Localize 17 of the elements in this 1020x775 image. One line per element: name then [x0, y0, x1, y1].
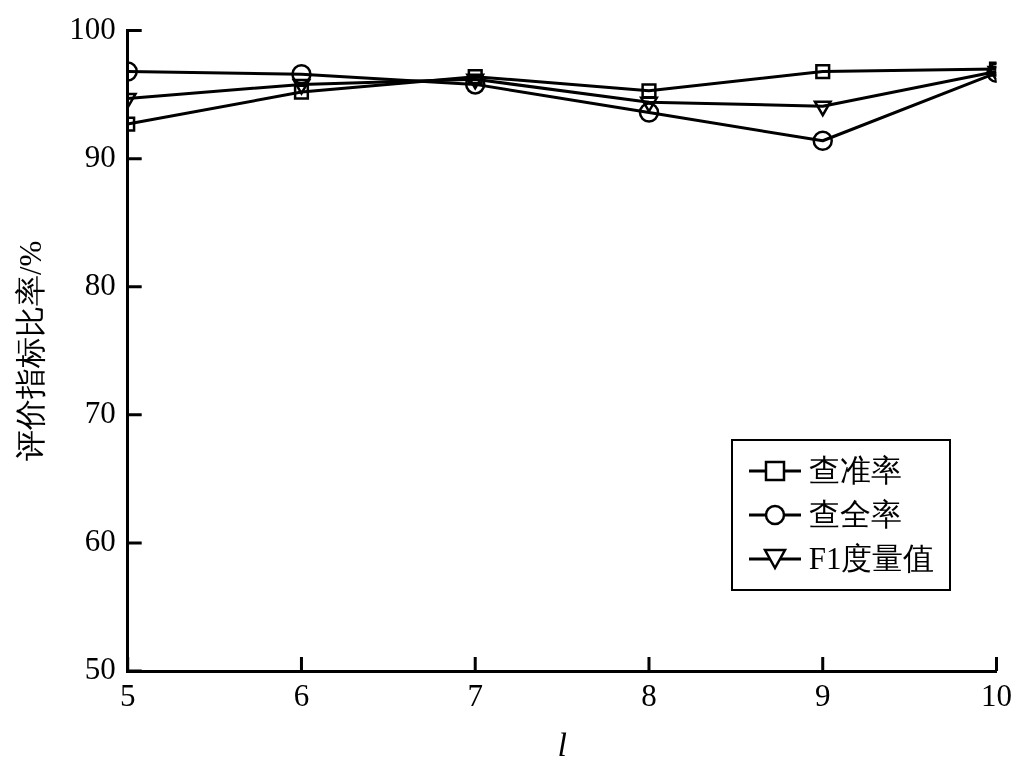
x-tick-label: 9 [814, 677, 831, 713]
y-tick-label: 90 [84, 138, 116, 174]
y-axis-title: 评价指标比率/% [12, 240, 48, 462]
y-tick-label: 80 [84, 266, 116, 302]
legend-label: 查全率 [808, 496, 902, 534]
y-tick-label: 100 [69, 10, 116, 46]
y-tick-label: 60 [84, 523, 116, 559]
x-tick-label: 10 [981, 677, 1012, 713]
y-tick-label: 50 [84, 651, 116, 687]
x-axis-title: l [557, 725, 567, 763]
x-tick-label: 6 [293, 677, 310, 713]
x-tick-label: 8 [641, 677, 657, 713]
y-tick-label: 70 [84, 394, 116, 430]
x-tick-label: 7 [467, 677, 483, 713]
x-tick-label: 5 [119, 677, 136, 713]
legend-label: F1度量值 [808, 540, 935, 578]
legend-label: 查准率 [808, 452, 902, 490]
